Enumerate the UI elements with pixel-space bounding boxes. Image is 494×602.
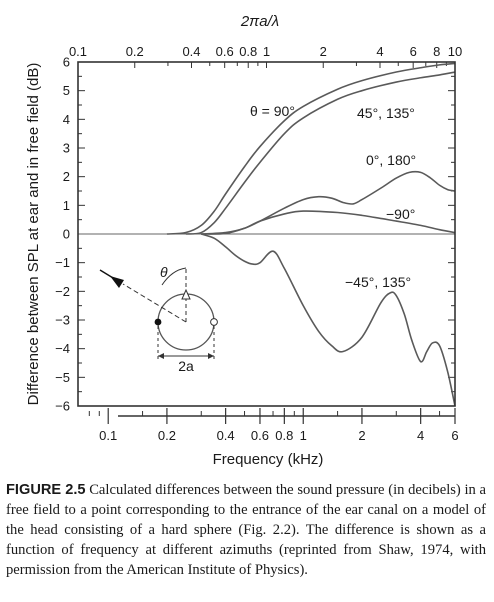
inset-angle-label: θ	[160, 264, 168, 280]
annotation-0-180: 0°, 180°	[366, 152, 416, 168]
top-tick-label: 0.6	[216, 44, 234, 59]
y-tick-label: −3	[55, 313, 70, 328]
angle-arc	[161, 267, 187, 286]
top-axis-title: 2πa/λ	[240, 13, 279, 30]
annotation-45-135: 45°, 135°	[357, 105, 415, 121]
diameter-arrow-left	[158, 353, 164, 359]
top-tick-label: 0.4	[182, 44, 200, 59]
incidence-direction-dashed	[122, 283, 187, 323]
y-tick-label: −6	[55, 399, 70, 414]
annotation-minus-90: −90°	[386, 206, 415, 222]
annotation-minus-45-135: −45°, 135°	[345, 274, 411, 290]
x-tick-label: 4	[417, 428, 424, 443]
x-tick-label: 6	[451, 428, 458, 443]
x-tick-label: 0.6	[251, 428, 269, 443]
top-tick-label: 10	[448, 44, 462, 59]
top-tick-label: 0.8	[239, 44, 257, 59]
x-tick-label: 0.8	[275, 428, 293, 443]
ear-point-open	[210, 318, 218, 326]
ear-point-filled	[154, 318, 162, 326]
y-tick-label: 5	[63, 83, 70, 98]
series-line-4	[201, 233, 456, 407]
diameter-arrow-right	[208, 353, 214, 359]
y-tick-label: 2	[63, 169, 70, 184]
top-tick-label: 2	[320, 44, 327, 59]
reference-arrow-head	[181, 288, 191, 300]
x-tick-label: 0.2	[158, 428, 176, 443]
plot-frame	[77, 61, 456, 407]
chart-figure: 2πa/λ 0.1 0.2 0.4 0.6 0.8 1 2 4 6 8 10 6543210−1−2…	[25, 13, 462, 468]
x-tick-label: 0.4	[217, 428, 235, 443]
y-tick-label: 3	[63, 141, 70, 156]
x-axis-title: Frequency (kHz)	[213, 451, 324, 468]
y-tick-label: −5	[55, 370, 70, 385]
annotation-theta-90: θ = 90°	[250, 103, 295, 119]
inset-diameter-label: 2a	[178, 358, 194, 374]
x-tick-label: 2	[358, 428, 365, 443]
y-tick-label: −1	[55, 255, 70, 270]
series-lines	[166, 62, 456, 407]
incidence-arrow-shaft	[99, 269, 119, 282]
series-line-3	[201, 210, 456, 235]
series-line-0	[166, 62, 456, 235]
y-tick-label: 0	[63, 227, 70, 242]
y-tick-label: 6	[63, 55, 70, 70]
top-tick-label: 0.2	[126, 44, 144, 59]
y-tick-label: 1	[63, 198, 70, 213]
sphere-inset-diagram: θ 2a	[99, 264, 218, 374]
y-tick-label: −2	[55, 284, 70, 299]
series-line-1	[185, 71, 456, 235]
x-tick-label: 0.1	[99, 428, 117, 443]
x-axis-ticks: 0.1 0.2 0.4 0.6 0.8 1 2 4 6	[88, 408, 459, 443]
figure-caption-text: Calculated differences between the sound…	[6, 482, 486, 578]
y-tick-label: 4	[63, 112, 70, 127]
top-tick-label: 1	[263, 44, 270, 59]
top-tick-label: 8	[433, 44, 440, 59]
y-tick-label: −4	[55, 341, 70, 356]
top-tick-label: 6	[410, 44, 417, 59]
top-tick-label: 4	[376, 44, 383, 59]
top-tick-label: 0.1	[69, 44, 87, 59]
figure-caption: FIGURE 2.5 Calculated differences betwee…	[6, 480, 486, 580]
y-axis-title: Difference between SPL at ear and in fre…	[25, 63, 42, 406]
figure-caption-label: FIGURE 2.5	[6, 482, 86, 498]
top-axis-ticks: 0.1 0.2 0.4 0.6 0.8 1 2 4 6 8 10	[69, 44, 462, 68]
x-tick-label: 1	[300, 428, 307, 443]
